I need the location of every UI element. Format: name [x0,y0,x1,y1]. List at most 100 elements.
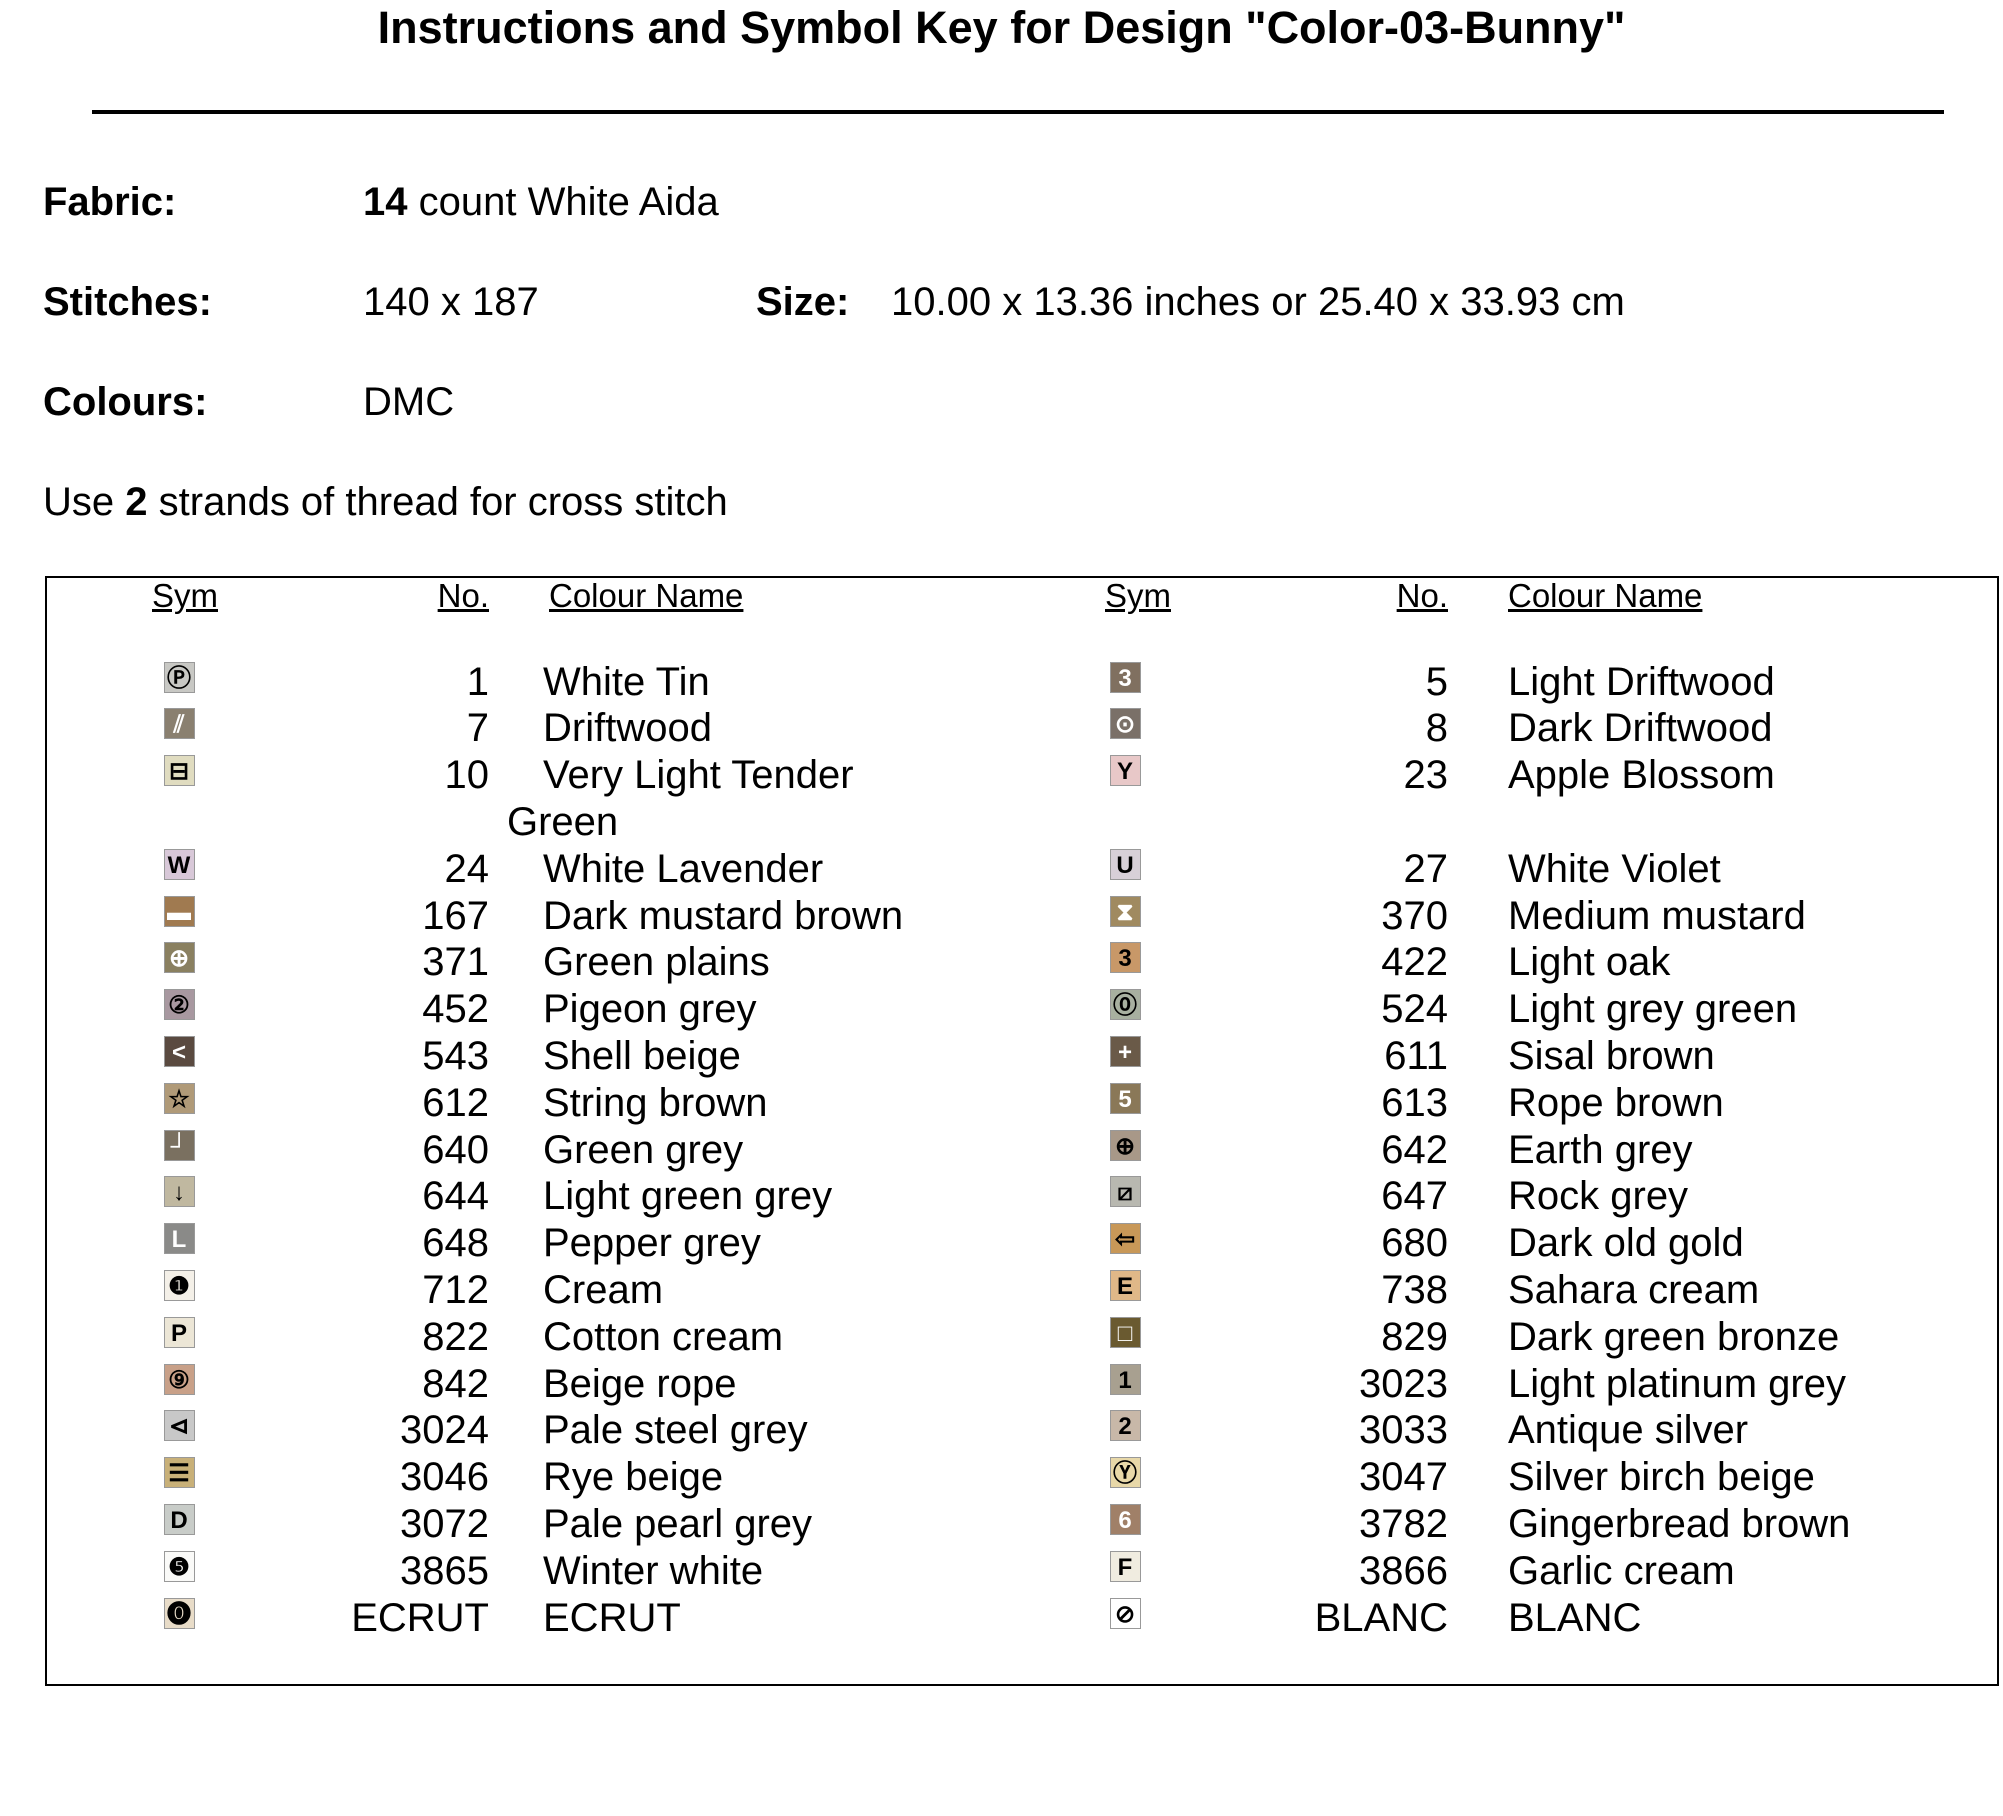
colour-name: Rye beige [543,1455,724,1500]
key-row: ❶ 712 Cream E 738 Sahara cream [45,1267,2001,1314]
number: 167 [422,893,489,938]
number: 1 [466,659,489,704]
symbol: □ [1109,1316,1141,1348]
number: 611 [1384,1033,1448,1078]
colour-name: Gingerbread brown [1508,1501,1851,1546]
colours-label: Colours: [43,380,208,424]
colour-name: Dark old gold [1508,1221,1744,1266]
number: 10 [444,753,490,798]
sym-cell: ⓪ [960,986,1290,1033]
key-row: ☰ 3046 Rye beige Ⓨ 3047 Silver birch beige [45,1454,2001,1501]
instruction-before: Use [43,480,115,524]
symbol: 3 [1109,942,1141,974]
header-row: Sym No. Colour Name Sym No. Colour Name [45,576,2001,616]
colour-name: Light green grey [543,1174,833,1219]
sym-cell: + [960,1033,1290,1080]
sym-cell: ⊘ [960,1595,1290,1642]
sym-cell: ↓ [45,1173,313,1220]
number: 612 [422,1080,489,1125]
number: 3865 [400,1548,489,1593]
sym-cell: ⧄ [960,1173,1290,1220]
key-row: ⓿ ECRUT ECRUT ⊘ BLANC BLANC [45,1595,2001,1642]
instruction-strands: 2 [125,480,148,524]
number: 452 [422,987,489,1032]
key-row: ② 452 Pigeon grey ⓪ 524 Light grey green [45,986,2001,1033]
symbol: 3 [1109,661,1141,693]
sym-cell: ☆ [45,1080,313,1127]
stitches-value: 140 x 187 [363,280,539,324]
symbol: ⊙ [1109,708,1141,740]
colour-name: Green plains [543,940,770,985]
colour-name: White Tin [543,659,710,704]
colour-name: Earth grey [1508,1127,1693,1172]
symbol: ⊘ [1109,1597,1141,1629]
colour-name: BLANC [1508,1595,1642,1640]
symbol: F [1109,1550,1141,1582]
colour-name: Rope brown [1508,1080,1724,1125]
header-sym: Sym [152,577,218,614]
key-table: Sym No. Colour Name Sym No. Colour Name … [45,576,2001,1641]
sym-cell: E [960,1267,1290,1314]
symbol: ⊕ [1109,1129,1141,1161]
sym-cell: 3 [960,939,1290,986]
colour-name: Sisal brown [1508,1033,1715,1078]
colour-name: Medium mustard [1508,893,1806,938]
symbol: ⓿ [163,1597,195,1629]
symbol: ⊲ [163,1410,195,1442]
key-row: P 822 Cotton cream □ 829 Dark green bronze [45,1314,2001,1361]
colour-name: Driftwood [543,706,712,751]
key-row: D 3072 Pale pearl grey 6 3782 Gingerbread bro… [45,1501,2001,1548]
rule [92,110,1944,114]
colour-name: Pigeon grey [543,987,757,1032]
sym-cell: ⫽ [45,705,313,752]
number: 640 [422,1127,489,1172]
colour-name: Light grey green [1508,987,1798,1032]
number: 3866 [1359,1548,1448,1593]
symbol: ⓪ [1109,989,1141,1021]
number: 644 [422,1174,489,1219]
sym-cell: L [45,1220,313,1267]
key-row: ↓ 644 Light green grey ⧄ 647 Rock grey [45,1173,2001,1220]
sym-cell: 5 [960,1080,1290,1127]
symbol: ↓ [163,1176,195,1208]
sym-cell: ┘ [45,1127,313,1174]
number: ECRUT [351,1595,489,1640]
key-box [45,576,1999,1686]
sym-cell: W [45,846,313,893]
colour-name: Cream [543,1267,664,1312]
key-row: ⑨ 842 Beige rope 1 3023 Light platinum grey [45,1361,2001,1408]
symbol: ⧄ [1109,1176,1141,1208]
symbol: 1 [1109,1363,1141,1395]
sym-cell: ⊕ [45,939,313,986]
colours-value: DMC [363,380,455,424]
number: 642 [1381,1127,1448,1172]
sym-cell: ☰ [45,1454,313,1501]
colour-name: Shell beige [543,1033,741,1078]
symbol: W [163,848,195,880]
colour-name: Dark Driftwood [1508,706,1773,751]
key-row: ⊟ 10 Very Light Tender Green Y 23 Apple Bloss… [45,752,2001,846]
symbol: + [1109,1035,1141,1067]
key-row: ▬ 167 Dark mustard brown ⧗ 370 Medium mustard [45,893,2001,940]
sym-cell: ⑨ [45,1361,313,1408]
symbol: ⊟ [163,755,195,787]
sym-cell: ⊙ [960,705,1290,752]
sym-cell: ⊟ [45,752,313,846]
header-name: Colour Name [1508,577,1703,614]
symbol: ☆ [163,1082,195,1114]
instruction: Use 2 strands of thread for cross stitch [43,480,728,525]
header-no: No. [437,577,489,614]
fabric-label: Fabric: [43,180,177,224]
symbol: ② [163,989,195,1021]
colour-name: Cotton cream [543,1314,784,1359]
symbol: 2 [1109,1410,1141,1442]
sym-cell: ❺ [45,1548,313,1595]
number: 613 [1381,1080,1448,1125]
sym-cell: ⓿ [45,1595,313,1642]
symbol: ❶ [163,1269,195,1301]
sym-cell: ⧗ [960,893,1290,940]
stitches-label: Stitches: [43,280,212,324]
sym-cell: Ⓟ [45,659,313,706]
number: 524 [1381,987,1448,1032]
